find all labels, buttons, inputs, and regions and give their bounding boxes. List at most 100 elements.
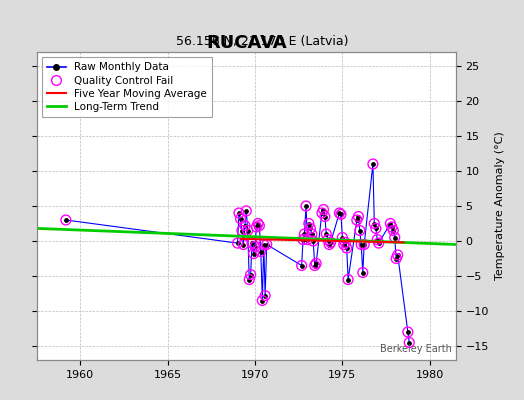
Point: [308, 231, 316, 237]
Point: [298, 262, 306, 269]
Point: [304, 220, 313, 227]
Point: [386, 220, 395, 227]
Point: [394, 252, 402, 258]
Point: [405, 339, 413, 346]
Point: [322, 231, 331, 237]
Point: [302, 203, 310, 209]
Point: [358, 269, 367, 276]
Point: [236, 215, 245, 222]
Point: [389, 227, 398, 234]
Point: [341, 239, 350, 246]
Point: [251, 243, 259, 250]
Point: [392, 255, 400, 262]
Text: Berkeley Earth: Berkeley Earth: [380, 344, 452, 354]
Point: [360, 241, 368, 248]
Point: [389, 227, 398, 234]
Point: [249, 250, 258, 257]
Point: [372, 225, 380, 232]
Point: [236, 215, 245, 222]
Title: RUCAVA: RUCAVA: [206, 34, 287, 52]
Point: [372, 225, 380, 232]
Y-axis label: Temperature Anomaly (°C): Temperature Anomaly (°C): [495, 132, 505, 280]
Point: [233, 240, 242, 246]
Point: [300, 231, 309, 237]
Point: [241, 222, 249, 229]
Point: [325, 241, 333, 248]
Point: [261, 292, 269, 299]
Point: [312, 260, 320, 267]
Point: [251, 243, 259, 250]
Point: [235, 210, 243, 216]
Point: [369, 161, 377, 167]
Point: [306, 225, 314, 232]
Point: [62, 217, 70, 223]
Point: [248, 240, 256, 246]
Point: [354, 213, 363, 220]
Point: [254, 220, 262, 227]
Point: [357, 241, 365, 248]
Point: [248, 240, 256, 246]
Point: [326, 239, 335, 246]
Point: [259, 241, 268, 248]
Point: [239, 241, 247, 248]
Point: [353, 217, 361, 223]
Point: [233, 240, 242, 246]
Point: [245, 276, 254, 283]
Point: [392, 255, 400, 262]
Point: [252, 224, 260, 230]
Point: [373, 236, 381, 243]
Point: [244, 227, 252, 234]
Point: [254, 220, 262, 227]
Point: [388, 224, 396, 230]
Point: [257, 248, 265, 255]
Point: [238, 227, 246, 234]
Point: [341, 239, 350, 246]
Point: [235, 210, 243, 216]
Legend: Raw Monthly Data, Quality Control Fail, Five Year Moving Average, Long-Term Tren: Raw Monthly Data, Quality Control Fail, …: [42, 57, 212, 117]
Point: [321, 213, 329, 220]
Point: [322, 231, 331, 237]
Point: [252, 224, 260, 230]
Point: [358, 269, 367, 276]
Point: [312, 260, 320, 267]
Point: [299, 236, 307, 243]
Point: [390, 234, 399, 241]
Point: [335, 210, 344, 216]
Point: [303, 236, 312, 243]
Point: [304, 220, 313, 227]
Point: [353, 217, 361, 223]
Point: [241, 222, 249, 229]
Point: [242, 208, 250, 214]
Point: [258, 297, 267, 304]
Point: [239, 241, 247, 248]
Point: [311, 262, 319, 269]
Point: [244, 227, 252, 234]
Point: [343, 245, 351, 251]
Point: [343, 245, 351, 251]
Point: [263, 241, 271, 248]
Point: [394, 252, 402, 258]
Point: [344, 276, 352, 283]
Point: [302, 203, 310, 209]
Point: [388, 224, 396, 230]
Point: [370, 220, 378, 227]
Point: [255, 222, 264, 229]
Point: [246, 271, 255, 278]
Point: [344, 276, 352, 283]
Point: [356, 227, 364, 234]
Point: [255, 222, 264, 229]
Point: [390, 234, 399, 241]
Point: [403, 329, 412, 335]
Point: [360, 241, 368, 248]
Point: [357, 241, 365, 248]
Point: [337, 211, 345, 218]
Point: [340, 241, 348, 248]
Point: [338, 234, 346, 241]
Point: [238, 227, 246, 234]
Point: [306, 225, 314, 232]
Point: [311, 262, 319, 269]
Point: [338, 234, 346, 241]
Point: [318, 210, 326, 216]
Point: [375, 240, 383, 246]
Point: [375, 240, 383, 246]
